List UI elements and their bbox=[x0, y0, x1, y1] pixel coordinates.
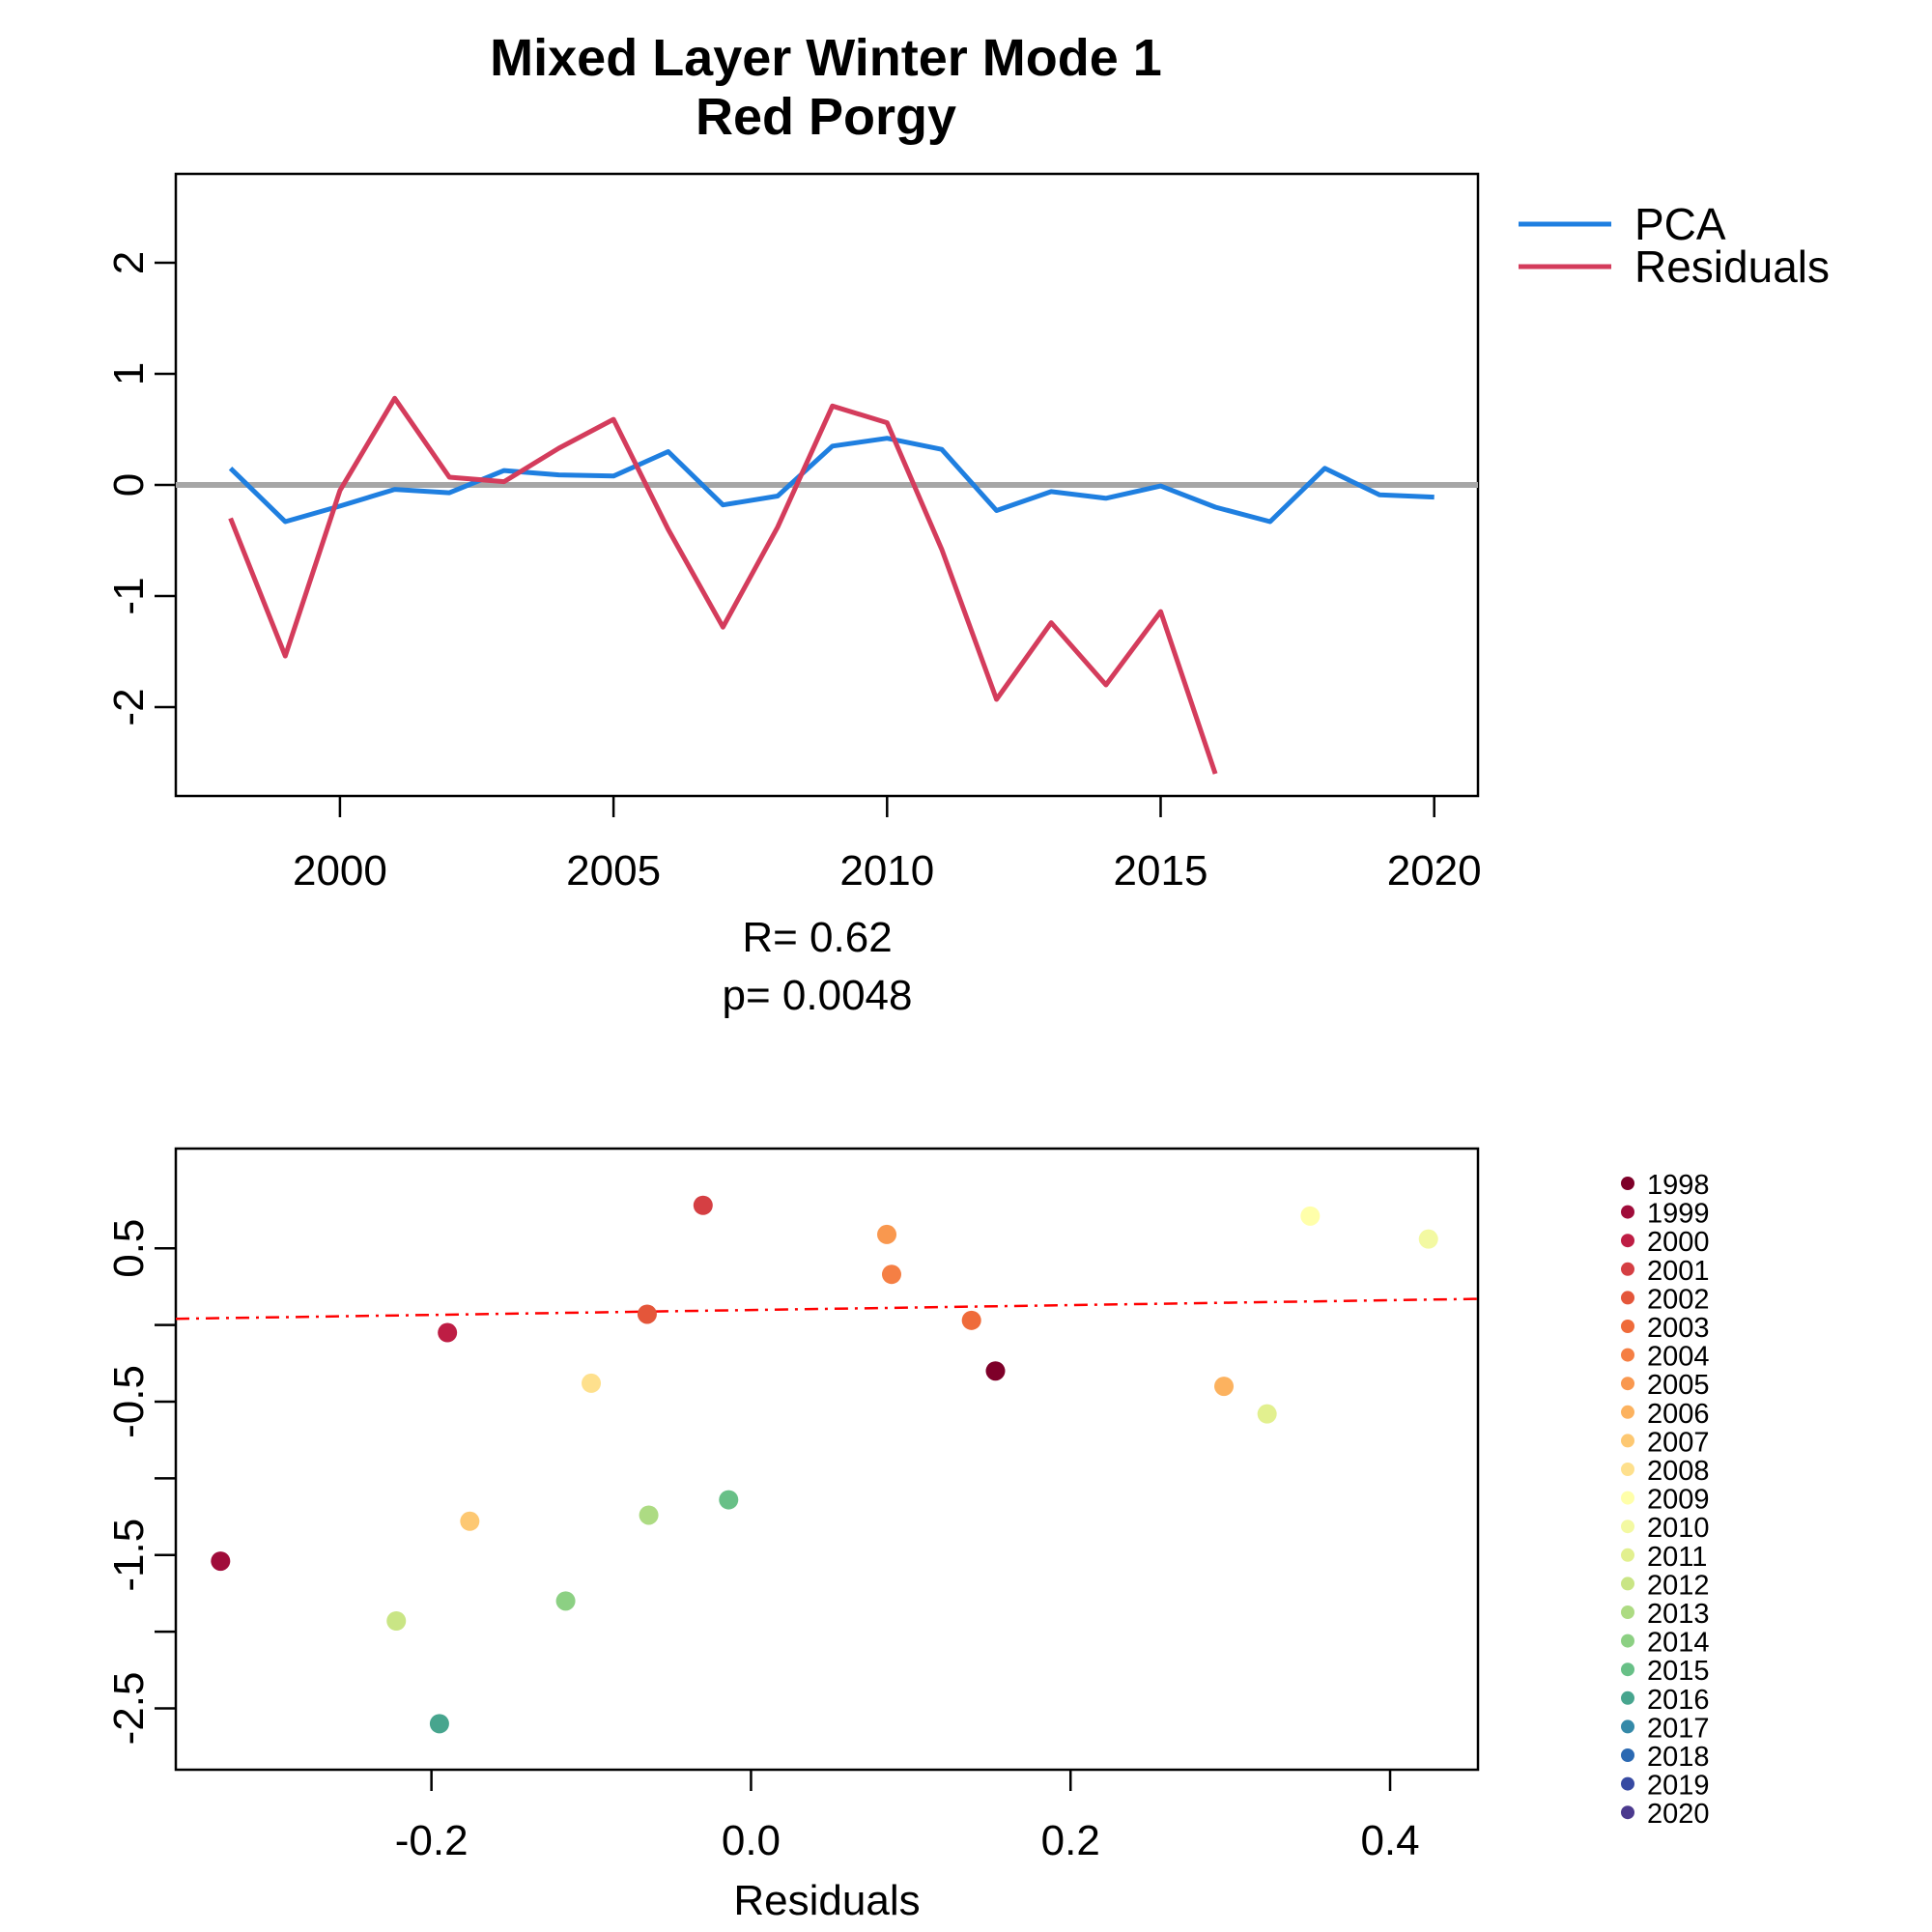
scatter-point-1999 bbox=[211, 1551, 231, 1572]
year-legend-label-2019: 2019 bbox=[1647, 1771, 1710, 1802]
scatter-x-tick-label-1: 0.0 bbox=[722, 1817, 781, 1864]
year-legend-dot-2004 bbox=[1621, 1348, 1634, 1362]
scatter-point-2002 bbox=[637, 1304, 657, 1324]
x-tick-label-2010: 2010 bbox=[839, 847, 934, 895]
year-legend-dot-2019 bbox=[1621, 1776, 1634, 1791]
year-legend-label-2020: 2020 bbox=[1647, 1799, 1710, 1830]
series-line-pca bbox=[228, 436, 1435, 525]
scatter-point-2016 bbox=[429, 1714, 449, 1734]
scatter-point-2000 bbox=[438, 1322, 458, 1343]
scatter-point-2005 bbox=[877, 1224, 897, 1244]
correlation-r-label: R= 0.62 bbox=[742, 914, 892, 961]
year-legend-dot-2006 bbox=[1621, 1405, 1634, 1419]
year-legend-label-2015: 2015 bbox=[1647, 1656, 1710, 1687]
scatter-point-2001 bbox=[693, 1195, 713, 1215]
x-tick-label-2005: 2005 bbox=[566, 847, 661, 895]
year-legend-label-2013: 2013 bbox=[1647, 1599, 1710, 1630]
chart-title-line1: Mixed Layer Winter Mode 1 bbox=[490, 29, 1162, 87]
y-tick-label-0: 0 bbox=[105, 473, 153, 497]
x-tick-label-2000: 2000 bbox=[293, 847, 387, 895]
year-legend-label-2016: 2016 bbox=[1647, 1685, 1710, 1716]
year-legend-dot-2011 bbox=[1621, 1548, 1634, 1562]
scatter-point-2013 bbox=[639, 1505, 659, 1525]
scatter-point-2015 bbox=[719, 1490, 739, 1510]
year-legend-label-2018: 2018 bbox=[1647, 1742, 1710, 1773]
year-legend-label-2003: 2003 bbox=[1647, 1313, 1710, 1344]
year-legend-label-2000: 2000 bbox=[1647, 1227, 1710, 1258]
year-legend-dot-2017 bbox=[1621, 1719, 1634, 1734]
series-line-residuals bbox=[228, 395, 1218, 775]
year-legend-dot-2005 bbox=[1621, 1377, 1634, 1391]
year-legend-dot-1998 bbox=[1621, 1177, 1634, 1190]
legend-label-pca: PCA bbox=[1634, 199, 1726, 249]
year-legend-dot-2010 bbox=[1621, 1520, 1634, 1534]
year-legend-label-2008: 2008 bbox=[1647, 1456, 1710, 1487]
scatter-x-tick-label-2: 0.2 bbox=[1041, 1817, 1100, 1864]
year-legend-label-2006: 2006 bbox=[1647, 1399, 1710, 1430]
scatter-point-2008 bbox=[582, 1373, 602, 1393]
correlation-p-label: p= 0.0048 bbox=[723, 972, 913, 1019]
year-legend-label-2007: 2007 bbox=[1647, 1427, 1710, 1458]
year-legend-dot-2016 bbox=[1621, 1690, 1634, 1705]
scatter-point-2014 bbox=[555, 1591, 576, 1611]
year-legend-label-2012: 2012 bbox=[1647, 1570, 1710, 1601]
scatter-y-tick-label-4: -0.5 bbox=[105, 1365, 153, 1438]
year-legend-label-1999: 1999 bbox=[1647, 1199, 1710, 1230]
year-legend-label-2014: 2014 bbox=[1647, 1628, 1710, 1659]
year-legend-dot-2007 bbox=[1621, 1434, 1634, 1448]
year-legend-label-2005: 2005 bbox=[1647, 1370, 1710, 1401]
year-legend-dot-2001 bbox=[1621, 1262, 1634, 1276]
year-legend-dot-2020 bbox=[1621, 1805, 1634, 1820]
year-legend-label-2004: 2004 bbox=[1647, 1342, 1710, 1373]
year-legend-dot-2003 bbox=[1621, 1320, 1634, 1333]
scatter-point-2003 bbox=[961, 1310, 981, 1330]
y-tick-label-2: 2 bbox=[105, 251, 153, 274]
year-legend-dot-2009 bbox=[1621, 1491, 1634, 1505]
year-legend-label-2001: 2001 bbox=[1647, 1256, 1710, 1287]
scatter-point-2011 bbox=[1257, 1404, 1277, 1424]
year-legend-label-2002: 2002 bbox=[1647, 1284, 1710, 1315]
year-legend-dot-2013 bbox=[1621, 1605, 1634, 1619]
legend-label-residuals: Residuals bbox=[1634, 242, 1830, 292]
x-tick-label-2015: 2015 bbox=[1114, 847, 1208, 895]
x-tick-label-2020: 2020 bbox=[1387, 847, 1482, 895]
scatter-point-2009 bbox=[1300, 1206, 1321, 1226]
scatter-point-2012 bbox=[386, 1610, 407, 1631]
year-legend-dot-2012 bbox=[1621, 1577, 1634, 1591]
y-tick-label--2: -2 bbox=[105, 688, 153, 725]
residuals-scatter-plot: -0.2 0.0 0.2 0.4 Residuals -2.5 -1.5 -0.5 0.5 bbox=[105, 1147, 1480, 1924]
year-legend-dot-2018 bbox=[1621, 1748, 1634, 1762]
chart-title-line2: Red Porgy bbox=[696, 88, 956, 146]
year-legend-label-1998: 1998 bbox=[1647, 1170, 1710, 1201]
scatter-x-axis-label: Residuals bbox=[733, 1877, 920, 1924]
year-legend-dot-2008 bbox=[1621, 1463, 1634, 1476]
scatter-point-2004 bbox=[881, 1264, 901, 1285]
scatter-y-tick-label-0: -2.5 bbox=[105, 1672, 153, 1746]
year-legend-label-2011: 2011 bbox=[1647, 1542, 1707, 1573]
y-tick-label-1: 1 bbox=[105, 362, 153, 385]
year-legend-label-2017: 2017 bbox=[1647, 1713, 1710, 1744]
year-legend-label-2010: 2010 bbox=[1647, 1513, 1710, 1544]
y-tick-label--1: -1 bbox=[105, 577, 153, 614]
scatter-x-tick-label-3: 0.4 bbox=[1360, 1817, 1419, 1864]
time-series-plot: 2000 2005 2010 2015 2020 -2 -1 0 1 2 bbox=[105, 172, 1482, 895]
year-legend-dot-2014 bbox=[1621, 1634, 1634, 1648]
scatter-x-tick-label-0: -0.2 bbox=[395, 1817, 469, 1864]
scatter-point-1998 bbox=[985, 1361, 1006, 1381]
year-legend-label-2009: 2009 bbox=[1647, 1485, 1710, 1516]
year-legend-dot-1999 bbox=[1621, 1205, 1634, 1219]
scatter-point-2010 bbox=[1418, 1229, 1438, 1249]
scatter-plot-frame bbox=[174, 1147, 1480, 1772]
scatter-point-2006 bbox=[1214, 1377, 1235, 1397]
year-legend-dot-2002 bbox=[1621, 1291, 1634, 1305]
scatter-point-2007 bbox=[460, 1511, 480, 1531]
scatter-y-tick-label-6: 0.5 bbox=[105, 1219, 153, 1278]
year-legend-dot-2000 bbox=[1621, 1234, 1634, 1248]
regression-fit-line bbox=[175, 1297, 1479, 1321]
year-legend: 1998199920002001200220032004200520062007… bbox=[1621, 1170, 1710, 1830]
year-legend-dot-2015 bbox=[1621, 1662, 1634, 1677]
scatter-y-tick-label-2: -1.5 bbox=[105, 1519, 153, 1592]
